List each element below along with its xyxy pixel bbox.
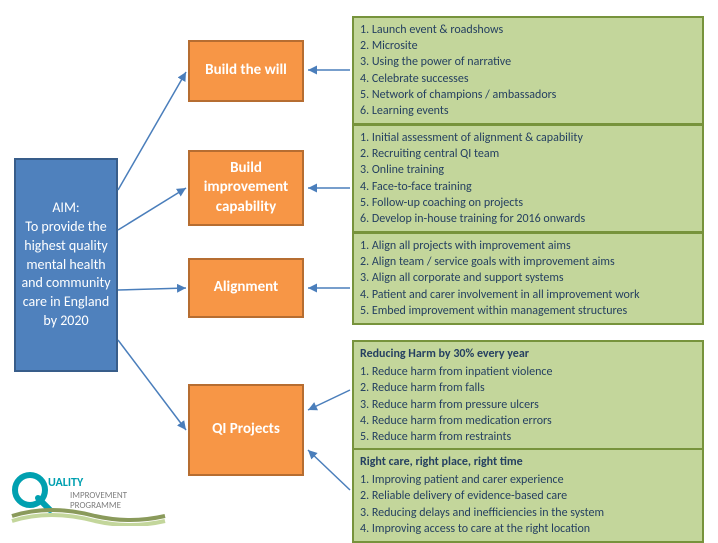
pillar-label: Build improvement capability — [194, 159, 298, 218]
detail-item: Reduce harm from medication errors — [360, 413, 696, 429]
detail-list: Initial assessment of alignment & capabi… — [360, 130, 696, 227]
detail-item: Launch event & roadshows — [360, 22, 696, 38]
detail-build-will: Launch event & roadshowsMicrositeUsing t… — [352, 16, 704, 125]
detail-item: Recruiting central QI team — [360, 146, 696, 162]
detail-item: Reduce harm from pressure ulcers — [360, 397, 696, 413]
detail-list: Improving patient and carer experienceRe… — [360, 472, 696, 537]
detail-heading: Right care, right place, right time — [360, 454, 696, 470]
detail-item: Follow-up coaching on projects — [360, 195, 696, 211]
detail-alignment: Align all projects with improvement aims… — [352, 232, 704, 325]
detail-item: Align team / service goals with improvem… — [360, 254, 696, 270]
detail-item: Network of champions / ambassadors — [360, 87, 696, 103]
detail-item: Improving patient and carer experience — [360, 472, 696, 488]
detail-item: Align all corporate and support systems — [360, 270, 696, 286]
detail-item: Reliable delivery of evidence-based care — [360, 488, 696, 504]
detail-item: Face-to-face training — [360, 179, 696, 195]
detail-item: Initial assessment of alignment & capabi… — [360, 130, 696, 146]
detail-item: Align all projects with improvement aims — [360, 238, 696, 254]
pillar-label: Build the will — [205, 61, 287, 81]
detail-reducing-harm: Reducing Harm by 30% every year Reduce h… — [352, 340, 704, 451]
detail-item: Reduce harm from restraints — [360, 429, 696, 445]
detail-item: Celebrate successes — [360, 71, 696, 87]
detail-item: Online training — [360, 162, 696, 178]
detail-item: Reducing delays and inefficiencies in th… — [360, 505, 696, 521]
pillar-label: Alignment — [214, 278, 278, 298]
aim-title: AIM: — [20, 199, 112, 218]
logo-line1: UALITY — [48, 476, 84, 490]
qi-programme-logo: UALITY IMPROVEMENT PROGRAMME — [10, 466, 170, 526]
pillar-build-will: Build the will — [188, 40, 304, 102]
pillar-alignment: Alignment — [188, 258, 304, 318]
detail-list: Align all projects with improvement aims… — [360, 238, 696, 319]
detail-item: Microsite — [360, 38, 696, 54]
detail-heading: Reducing Harm by 30% every year — [360, 346, 696, 362]
detail-item: Patient and carer involvement in all imp… — [360, 287, 696, 303]
detail-list: Reduce harm from inpatient violenceReduc… — [360, 364, 696, 445]
detail-build-capability: Initial assessment of alignment & capabi… — [352, 124, 704, 233]
detail-right-care: Right care, right place, right time Impr… — [352, 448, 704, 543]
detail-item: Improving access to care at the right lo… — [360, 521, 696, 537]
aim-box: AIM: To provide the highest quality ment… — [14, 158, 118, 372]
pillar-qi-projects: QI Projects — [188, 384, 304, 476]
detail-item: Develop in-house training for 2016 onwar… — [360, 211, 696, 227]
detail-item: Reduce harm from falls — [360, 380, 696, 396]
detail-item: Embed improvement within management stru… — [360, 303, 696, 319]
detail-item: Learning events — [360, 103, 696, 119]
pillar-build-capability: Build improvement capability — [188, 150, 304, 226]
logo-line3: PROGRAMME — [70, 500, 122, 511]
detail-item: Reduce harm from inpatient violence — [360, 364, 696, 380]
detail-item: Using the power of narrative — [360, 54, 696, 70]
pillar-label: QI Projects — [212, 420, 280, 440]
detail-list: Launch event & roadshowsMicrositeUsing t… — [360, 22, 696, 119]
aim-body: To provide the highest quality mental he… — [20, 218, 112, 331]
